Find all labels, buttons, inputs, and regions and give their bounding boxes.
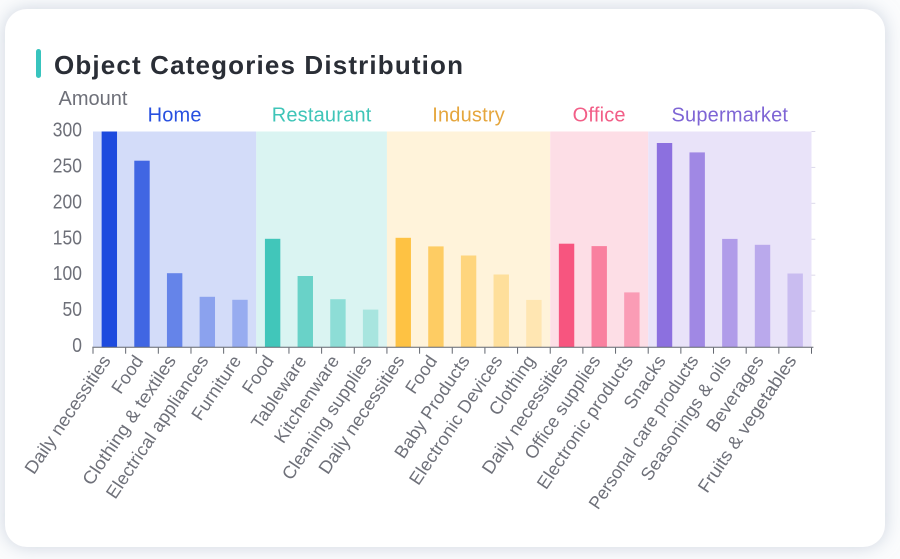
svg-text:Office: Office [573,105,626,127]
svg-text:0: 0 [72,334,82,357]
svg-text:Amount: Amount [59,88,128,110]
svg-text:50: 50 [63,298,82,321]
svg-text:Restaurant: Restaurant [272,105,372,127]
svg-text:Home: Home [148,105,202,127]
svg-text:Industry: Industry [432,105,505,127]
svg-text:Supermarket: Supermarket [671,105,788,127]
svg-text:300: 300 [53,119,82,142]
svg-text:200: 200 [53,190,82,213]
svg-text:150: 150 [53,226,82,249]
svg-text:100: 100 [53,262,82,285]
svg-text:250: 250 [53,154,82,177]
